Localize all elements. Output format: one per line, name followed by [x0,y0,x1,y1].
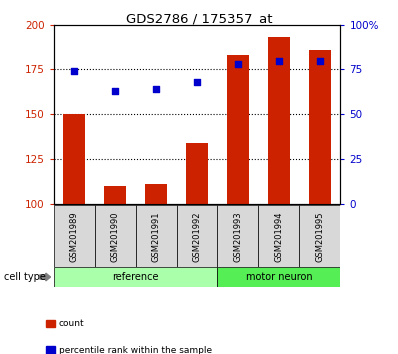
Text: GSM201989: GSM201989 [70,211,79,262]
Text: cell type: cell type [4,272,46,282]
Text: GSM201995: GSM201995 [315,211,324,262]
Bar [63,114,86,204]
Text: GSM201993: GSM201993 [234,211,242,262]
Text: motor neuron: motor neuron [246,272,312,282]
Bar [136,205,177,267]
Bar [299,205,340,267]
Point [276,58,282,63]
Text: GDS2786 / 175357_at: GDS2786 / 175357_at [126,12,272,25]
Bar [104,185,127,204]
Bar [177,205,217,267]
Bar [95,205,136,267]
Bar [227,55,249,204]
Point [112,88,118,94]
Text: GSM201994: GSM201994 [274,211,283,262]
Point [235,61,241,67]
Text: reference: reference [112,272,159,282]
Point [153,86,159,92]
Bar [217,205,258,267]
Bar [145,184,167,204]
Point [71,68,77,74]
Text: percentile rank within the sample: percentile rank within the sample [59,346,212,354]
Point [194,79,200,85]
Bar [308,50,331,204]
Text: count: count [59,319,84,328]
Bar [258,205,299,267]
Bar [267,37,290,204]
Bar [186,143,208,204]
Bar [54,205,95,267]
Text: GSM201990: GSM201990 [111,211,120,262]
Text: GSM201992: GSM201992 [193,211,201,262]
Bar [217,267,340,287]
Point [317,58,323,63]
Bar [54,267,217,287]
Text: GSM201991: GSM201991 [152,211,160,262]
